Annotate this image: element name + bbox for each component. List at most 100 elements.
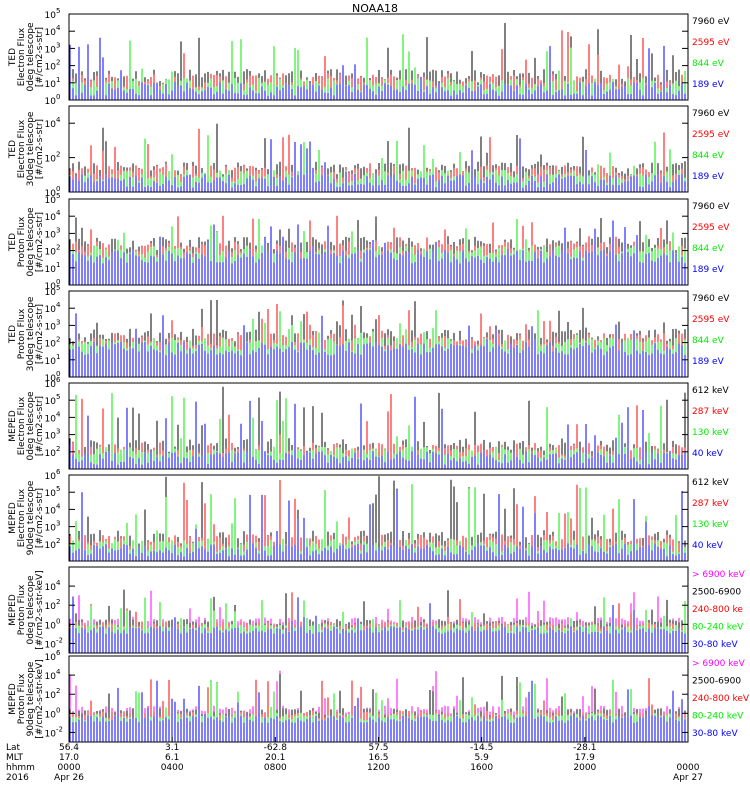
x-tick-label: 17.9 — [575, 753, 595, 763]
y-tick-label: 10 — [45, 710, 57, 720]
bottom-axis-row-label: 2016 — [6, 773, 29, 783]
legend-entry: 2500-6900 — [692, 677, 741, 687]
y-tick-label: 10 — [45, 97, 57, 107]
x-tick-label: 5.9 — [475, 753, 490, 763]
y-tick-label: 10 — [45, 63, 57, 73]
series-30-80-kev — [69, 596, 686, 653]
panel-frame — [68, 198, 689, 286]
y-tick-exponent: 2 — [56, 537, 60, 545]
y-tick-exponent: 5 — [56, 192, 60, 200]
y-tick-label: 10 — [45, 414, 57, 424]
legend-entry: 130 keV — [692, 428, 729, 438]
y-tick-exponent: 4 — [56, 301, 61, 309]
panel-5-traces — [69, 386, 686, 469]
series-2595-ev — [69, 30, 686, 100]
y-tick-label: 10 — [45, 380, 57, 390]
panel-frame — [68, 474, 689, 562]
legend-entry: 240-800 ke — [692, 605, 743, 615]
legend-entry: 844 eV — [692, 59, 725, 69]
y-axis-label: 0deg telescope — [26, 207, 36, 277]
y-tick-exponent: 5 — [56, 284, 60, 292]
legend-entry: 189 eV — [692, 80, 725, 90]
y-tick-exponent: 0 — [56, 93, 60, 101]
y-axis-label: MEPED — [8, 683, 18, 715]
y-axis-label: [#/cm2-s-str] — [35, 304, 45, 364]
y-tick-exponent: 2 — [56, 687, 60, 695]
legend-entry: 2595 eV — [692, 130, 730, 140]
legend-entry: 287 keV — [692, 499, 729, 509]
bottom-axis-row-label: hhmm — [6, 763, 35, 773]
series-80-240-kev — [69, 597, 686, 653]
y-tick-exponent: 2 — [56, 336, 60, 344]
series-612-kev — [69, 386, 686, 469]
y-tick-exponent: 2 — [56, 598, 60, 606]
y-tick-label: 10 — [45, 524, 57, 534]
panel-frame — [68, 290, 689, 378]
y-axis-label: 90deg telescope — [26, 661, 36, 736]
series-844-ev — [69, 310, 686, 377]
x-tick-label: 16.5 — [368, 753, 388, 763]
x-tick-label: 17.0 — [59, 753, 79, 763]
y-axis-label: Electron Flux — [17, 488, 27, 547]
legend-entry: 844 eV — [692, 336, 725, 346]
y-tick-label: 10 — [45, 230, 57, 240]
panel-8-traces — [69, 670, 686, 742]
chart-title: NOAA18 — [352, 2, 398, 15]
x-tick-label: 2000 — [573, 763, 596, 773]
panel-2-traces — [69, 123, 686, 192]
y-axis-label: TED — [8, 140, 18, 159]
y-axis-label: [#/cm2-s-str] — [35, 488, 45, 548]
y-tick-exponent: 0 — [56, 706, 60, 714]
series-130-kev — [69, 484, 686, 561]
y-tick-label: 10 — [45, 672, 57, 682]
x-tick-label: 20.1 — [265, 753, 285, 763]
y-tick-label: 10 — [45, 640, 57, 650]
y-axis-label: Proton Flux — [17, 673, 27, 724]
legend-entry: 130 keV — [692, 520, 729, 530]
legend-entry: 7960 eV — [692, 17, 730, 27]
y-tick-label: 10 — [45, 248, 57, 258]
panel-1-traces — [69, 23, 686, 100]
y-tick-exponent: 3 — [56, 41, 60, 49]
legend-entry: 40 keV — [692, 541, 724, 551]
legend-entry: 612 keV — [692, 478, 729, 488]
legend-entry: 30-80 keV — [692, 729, 738, 739]
y-tick-label: 10 — [45, 265, 57, 275]
y-axis-label: 30deg telescope — [26, 296, 36, 371]
y-axis-label: [#/cm2-s-str] — [35, 396, 45, 456]
series-189-ev — [69, 220, 686, 285]
series-844-ev — [69, 135, 686, 192]
y-axis-label: Proton Flux — [17, 216, 27, 267]
y-tick-label: 10 — [45, 288, 57, 298]
y-tick-exponent: -2 — [56, 636, 63, 644]
y-axis-label: MEPED — [8, 502, 18, 534]
y-axis-label: [#/cm2-s-str-keV] — [35, 659, 45, 738]
legend-entry: 80-240 keV — [692, 712, 744, 722]
series-2500-6900 — [69, 589, 686, 653]
y-axis-label: [#/cm2-s-str] — [35, 27, 45, 87]
legend-entry: 287 keV — [692, 407, 729, 417]
legend-entry: 2595 eV — [692, 38, 730, 48]
x-tick-label: 56.4 — [59, 743, 79, 753]
x-tick-label: 57.5 — [368, 743, 388, 753]
y-tick-exponent: 0 — [56, 278, 60, 286]
y-tick-exponent: -2 — [56, 725, 63, 733]
legend-entry: 30-80 keV — [692, 640, 738, 650]
y-axis-label: 30deg telescope — [26, 111, 36, 186]
y-tick-exponent: 5 — [56, 7, 60, 15]
panel-4-traces — [69, 300, 686, 377]
y-tick-exponent: 2 — [56, 59, 60, 67]
series-189-ev — [69, 37, 686, 100]
y-tick-exponent: 6 — [56, 649, 61, 657]
x-tick-label: -62.8 — [264, 743, 288, 753]
y-axis-label: Proton Flux — [17, 584, 27, 635]
legend-entry: 2595 eV — [692, 315, 730, 325]
x-tick-label: 0800 — [264, 763, 287, 773]
x-tick-label: Apr 27 — [673, 773, 703, 783]
legend-entry: 240-800 keV — [692, 694, 750, 704]
y-tick-label: 10 — [45, 357, 57, 367]
